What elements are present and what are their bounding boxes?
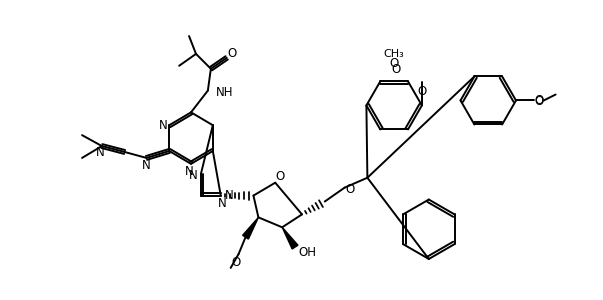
- Text: O: O: [276, 170, 285, 183]
- Text: O: O: [534, 94, 543, 107]
- Text: N: N: [142, 159, 151, 172]
- Text: O: O: [390, 57, 399, 70]
- Text: O: O: [417, 85, 426, 98]
- Text: CH₃: CH₃: [384, 49, 405, 59]
- Text: N: N: [218, 197, 227, 210]
- Text: O: O: [231, 256, 240, 269]
- Text: O: O: [391, 63, 401, 76]
- Text: N: N: [159, 119, 168, 132]
- Text: O: O: [534, 95, 543, 108]
- Text: N: N: [185, 165, 194, 178]
- Polygon shape: [282, 227, 298, 249]
- Text: NH: NH: [216, 86, 233, 99]
- Polygon shape: [242, 218, 259, 239]
- Text: N: N: [95, 146, 104, 160]
- Text: OH: OH: [298, 245, 316, 259]
- Text: O: O: [345, 183, 354, 196]
- Text: N: N: [225, 189, 233, 202]
- Text: O: O: [227, 47, 236, 60]
- Text: N: N: [189, 169, 197, 182]
